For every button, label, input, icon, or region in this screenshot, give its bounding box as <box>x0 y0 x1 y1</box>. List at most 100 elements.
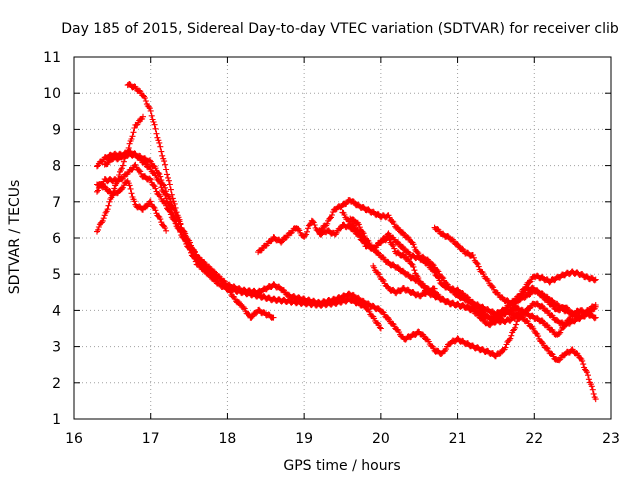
data-point <box>379 276 386 283</box>
data-point <box>470 254 477 261</box>
data-point <box>129 133 136 140</box>
data-point <box>157 173 164 180</box>
data-point <box>557 329 564 336</box>
data-point <box>556 330 563 337</box>
data-point <box>302 232 309 239</box>
data-point <box>489 283 496 289</box>
data-point <box>191 255 198 262</box>
data-point <box>539 317 545 324</box>
data-point <box>305 225 311 232</box>
series-s13 <box>492 306 599 403</box>
data-point <box>101 183 108 190</box>
data-point <box>270 314 277 321</box>
data-point <box>429 266 436 273</box>
data-point <box>535 333 542 340</box>
data-point <box>147 198 154 205</box>
y-tick-label: 1 <box>52 412 61 428</box>
data-point <box>431 285 438 292</box>
x-tick-label: 19 <box>295 431 313 447</box>
data-point <box>153 130 160 137</box>
data-point <box>182 230 189 237</box>
data-point <box>425 338 432 345</box>
data-point <box>152 172 159 179</box>
y-tick-label: 10 <box>43 86 61 102</box>
data-point <box>147 107 154 114</box>
data-point <box>435 274 442 281</box>
data-point <box>151 121 158 128</box>
data-point <box>100 215 107 222</box>
data-point <box>166 181 173 188</box>
data-point <box>169 195 176 202</box>
data-point <box>565 317 572 323</box>
data-point <box>157 193 164 200</box>
data-point <box>592 276 599 283</box>
series-s10 <box>347 215 599 338</box>
data-point <box>303 231 310 238</box>
y-tick-label: 7 <box>52 195 61 211</box>
data-point <box>142 95 148 101</box>
data-point <box>150 119 157 125</box>
data-point <box>146 175 153 182</box>
chart-title: Day 185 of 2015, Sidereal Day-to-day VTE… <box>61 21 619 37</box>
data-point <box>182 237 189 244</box>
data-point <box>377 325 384 332</box>
data-point <box>128 136 135 142</box>
data-point <box>104 206 111 213</box>
data-point <box>479 308 486 315</box>
data-point <box>152 125 159 132</box>
data-point <box>371 264 378 271</box>
data-point <box>158 184 165 191</box>
data-point <box>513 321 520 328</box>
data-point <box>172 217 179 224</box>
data-point <box>155 137 162 144</box>
data-point <box>165 177 172 184</box>
data-point <box>592 314 599 321</box>
data-point <box>167 186 174 193</box>
data-point <box>459 245 466 252</box>
data-point <box>126 182 133 189</box>
series-s12 <box>431 224 584 318</box>
x-tick-label: 22 <box>525 431 543 447</box>
data-point <box>341 211 348 218</box>
data-point <box>311 222 318 228</box>
data-point <box>241 305 248 312</box>
x-tick-label: 18 <box>219 431 237 447</box>
data-point <box>164 171 170 178</box>
data-point <box>526 305 533 312</box>
data-point <box>152 165 159 172</box>
data-point <box>142 98 149 104</box>
data-point <box>559 304 566 311</box>
y-tick-label: 6 <box>52 231 61 247</box>
data-point <box>475 263 482 270</box>
data-point <box>585 372 591 379</box>
data-point <box>130 129 137 136</box>
data-point <box>411 244 418 251</box>
data-point <box>310 219 317 226</box>
y-tick-label: 5 <box>52 267 61 283</box>
x-axis-label: GPS time / hours <box>283 458 400 474</box>
data-point <box>150 204 157 211</box>
data-point <box>131 198 138 205</box>
data-point <box>235 299 242 306</box>
data-point <box>591 277 598 284</box>
data-point <box>390 243 397 249</box>
data-point <box>157 216 164 223</box>
data-point <box>157 180 164 187</box>
data-point <box>592 303 599 310</box>
data-point <box>399 243 406 250</box>
x-tick-label: 23 <box>602 431 620 447</box>
data-point <box>324 220 331 227</box>
series-layer <box>94 81 599 403</box>
data-point <box>399 229 406 236</box>
data-point <box>508 332 515 339</box>
data-point <box>105 202 112 209</box>
data-point <box>148 112 155 119</box>
y-tick-label: 4 <box>52 303 61 319</box>
data-point <box>215 274 222 281</box>
data-point <box>152 185 159 192</box>
data-point <box>375 249 381 256</box>
data-point <box>118 165 125 172</box>
data-point <box>411 267 418 274</box>
series-s5 <box>94 178 170 234</box>
data-point <box>162 161 169 168</box>
